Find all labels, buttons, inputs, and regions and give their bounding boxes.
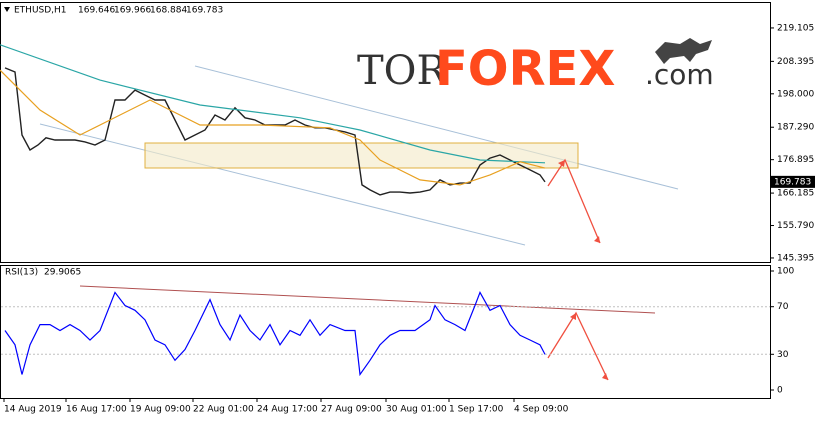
x-tick-label: 14 Aug 2019 [4,405,62,415]
rsi-last: 29.9065 [44,268,81,278]
series-line [0,69,546,186]
x-tick-label: 24 Aug 17:00 [257,405,318,415]
price-label: 169.783 [774,177,811,187]
symbol: ETHUSD,H1 [14,6,67,16]
rsi-title: RSI(13) [5,268,38,278]
y-tick-label: 187.290 [777,123,814,133]
x-tick-label: 4 Sep 09:00 [514,405,569,415]
x-tick-label: 27 Aug 09:00 [321,405,382,415]
series-line [0,44,546,164]
channel-line [194,65,679,190]
y-tick-label: 208.395 [777,57,814,67]
y-tick-label: 198.000 [777,89,814,99]
resistance-zone [144,142,579,169]
x-tick-label: 22 Aug 01:00 [193,405,254,415]
x-tick-label: 30 Aug 01:00 [386,405,447,415]
x-tick-label: 1 Sep 17:00 [449,405,504,415]
y-tick-label: 176.895 [777,155,814,165]
y-tick-label: 30 [777,350,789,360]
logo: TOR FOREX .com [357,38,714,97]
y-tick-label: 219.105 [777,23,814,33]
open: 169.646 [78,6,115,16]
y-tick-label: 166.185 [777,189,814,199]
x-tick-label: 16 Aug 17:00 [66,405,127,415]
low: 168.884 [150,6,187,16]
x-tick-label: 19 Aug 09:00 [130,405,191,415]
high: 169.966 [114,6,151,16]
y-tick-label: 100 [777,267,794,277]
symbol-marker [4,7,10,12]
y-tick-label: 145.395 [777,253,814,263]
logo-com: .com [645,58,714,91]
y-tick-label: 70 [777,302,789,312]
series-line [4,290,546,377]
logo-forex: FOREX [435,41,615,97]
logo-bull [655,38,712,64]
rsi-trend-line [79,285,656,314]
price-panel [0,2,771,263]
drawings [39,65,679,381]
close: 169.783 [186,6,223,16]
channel-line [39,123,526,246]
logo-tor: TOR [357,48,448,94]
price-label-box [771,175,815,188]
y-tick-label: 155.790 [777,221,814,231]
y-tick-label: 0 [777,386,783,396]
